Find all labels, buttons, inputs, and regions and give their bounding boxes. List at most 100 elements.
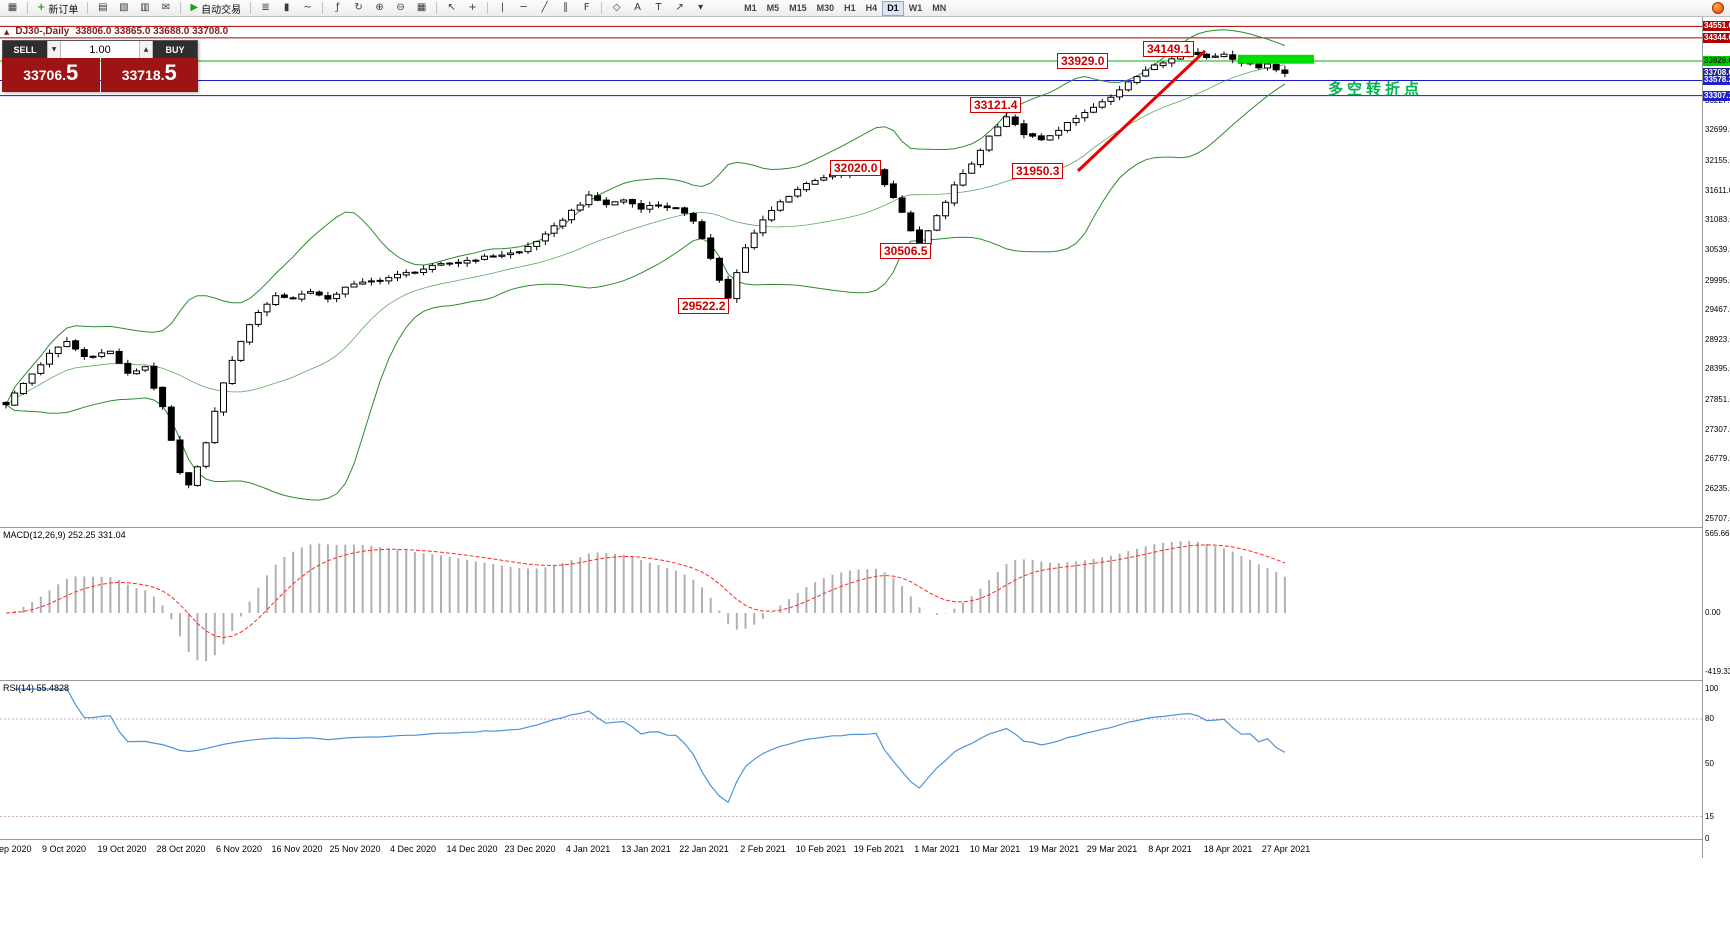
candlestick-icon[interactable]: ▮ [276, 1, 297, 16]
toolbar-separator [250, 2, 252, 14]
timeframe-h1-button[interactable]: H1 [844, 3, 856, 13]
chart-window-icon[interactable]: ▦ [2, 1, 23, 16]
timeframe-m30-button[interactable]: M30 [816, 3, 835, 13]
price-annotation: 29522.2 [678, 298, 730, 314]
price-scale-label: 26235.0 [1705, 484, 1730, 493]
time-axis-label: 10 Feb 2021 [795, 844, 847, 854]
new-order-button[interactable]: + 新订单 [32, 1, 83, 16]
time-axis[interactable]: 30 Sep 2020 9 Oct 2020 19 Oct 2020 28 Oct 2… [0, 839, 1702, 858]
zoom-out-icon: ⊖ [396, 2, 405, 13]
price-scale-label: 31083.0 [1705, 215, 1730, 224]
buy-price-button[interactable]: 33718. 5 [100, 58, 198, 92]
market-watch-icon[interactable]: ▤ [92, 1, 113, 16]
tile-windows-icon[interactable]: ▦ [411, 1, 432, 16]
timeframe-h4-button[interactable]: H4 [865, 3, 878, 13]
volume-input[interactable]: 1.00 [61, 41, 139, 58]
cursor-icon[interactable]: ↖ [441, 1, 462, 16]
navigator-icon: ▧ [119, 2, 129, 13]
main-chart-area[interactable]: ▲ DJ30-,Daily 33806.0 33865.0 33688.0 33… [0, 17, 1702, 526]
arrows-icon[interactable]: ↗ [669, 1, 690, 16]
trendline-icon[interactable]: ╱ [534, 1, 555, 16]
time-axis-label: 30 Sep 2020 [0, 844, 32, 854]
bar-chart-icon: ≣ [261, 2, 270, 13]
bar-chart-icon[interactable]: ≣ [255, 1, 276, 16]
macd-panel[interactable]: MACD(12,26,9) 252.25 331.04 [0, 527, 1702, 679]
macd-chart[interactable] [0, 528, 1702, 680]
one-click-trading-widget: SELL ▼ 1.00 ▲ BUY 33706. 5 33718. 5 [2, 40, 198, 92]
cycles-icon[interactable]: ↻ [348, 1, 369, 16]
time-axis-label: 8 Apr 2021 [1148, 844, 1192, 854]
price-annotation: 31950.3 [1012, 163, 1064, 179]
navigator-icon[interactable]: ▧ [113, 1, 134, 16]
channel-icon[interactable]: ∥ [555, 1, 576, 16]
buy-button[interactable]: BUY [153, 41, 197, 58]
macd-scale-label: 565.66 [1705, 529, 1730, 538]
label-icon: T [655, 2, 662, 13]
plus-icon: + [37, 2, 46, 13]
price-scale-label: 27307.0 [1705, 425, 1730, 434]
price-axis[interactable]: 33227.032699.032155.031611.031083.030539… [1702, 17, 1730, 858]
symbol-marker-icon: ▲ [4, 27, 10, 36]
timeframe-m15-button[interactable]: M15 [789, 3, 807, 13]
rsi-panel[interactable]: RSI(14) 55.4828 [0, 680, 1702, 839]
price-scale-label: 26779.0 [1705, 454, 1730, 463]
cycles-icon: ↻ [354, 2, 363, 13]
timeframe-toolbar: M1 M5 M15 M30 H1 H4 D1 W1 MN [739, 0, 951, 16]
volume-increase-button[interactable]: ▲ [139, 41, 153, 58]
rsi-scale-label: 50 [1705, 759, 1714, 768]
price-scale-label: 31611.0 [1705, 186, 1730, 195]
timeframe-mn-button[interactable]: MN [932, 3, 947, 13]
timeframe-w1-button[interactable]: W1 [908, 3, 923, 13]
toolbar-separator [487, 2, 489, 14]
alert-icon[interactable] [1712, 2, 1724, 14]
vertical-line-icon[interactable]: | [492, 1, 513, 16]
toolbar-separator [27, 2, 28, 14]
line-chart-icon[interactable]: ~ [297, 1, 318, 16]
price-scale-label: 32699.0 [1705, 125, 1730, 134]
crosshair-icon[interactable]: + [462, 1, 483, 16]
sell-button[interactable]: SELL [3, 41, 47, 58]
terminal-icon[interactable]: ▥ [134, 1, 155, 16]
shapes-icon[interactable]: ◇ [606, 1, 627, 16]
price-chart[interactable] [0, 17, 1702, 526]
fibonacci-icon[interactable]: F [576, 1, 597, 16]
ohlc-values: 33806.0 33865.0 33688.0 33708.0 [75, 26, 229, 37]
time-axis-label: 27 Apr 2021 [1261, 844, 1311, 854]
dropdown-icon[interactable]: ▾ [690, 1, 711, 16]
sell-price-pip: 5 [66, 60, 79, 85]
horizontal-line-icon[interactable]: ─ [513, 1, 534, 16]
shapes-icon: ◇ [612, 2, 621, 13]
timeframe-m5-button[interactable]: M5 [766, 3, 780, 13]
zoom-in-icon[interactable]: ⊕ [369, 1, 390, 16]
price-tag: 34551.0 [1703, 21, 1730, 31]
indicators-icon: ƒ [335, 2, 340, 13]
rsi-chart[interactable] [0, 681, 1702, 840]
line-chart-icon: ~ [303, 2, 312, 13]
time-axis-label: 10 Mar 2021 [969, 844, 1021, 854]
toolbar-separator [322, 2, 324, 14]
dropdown-icon: ▾ [698, 2, 704, 13]
price-annotation: 32020.0 [830, 160, 882, 176]
volume-decrease-button[interactable]: ▼ [47, 41, 61, 58]
price-tag: 33578.2 [1703, 75, 1730, 85]
price-tag: 33708.0 [1703, 68, 1730, 78]
price-annotation: 33929.0 [1057, 53, 1109, 69]
chart-window-icon: ▦ [7, 2, 18, 13]
trendline-icon: ╱ [541, 2, 548, 13]
autotrading-button[interactable]: ▶ 自动交易 [185, 1, 246, 16]
timeframe-m1-button[interactable]: M1 [744, 3, 757, 13]
price-annotation: 30506.5 [880, 243, 932, 259]
toolbar-separator [180, 2, 182, 14]
label-icon[interactable]: T [648, 1, 669, 16]
mail-icon[interactable]: ✉ [155, 1, 176, 16]
timeframe-d1-button[interactable]: D1 [882, 0, 904, 16]
macd-scale-label: 0.00 [1705, 608, 1721, 617]
text-icon[interactable]: A [627, 1, 648, 16]
rsi-scale-label: 15 [1705, 812, 1714, 821]
autotrading-label: 自动交易 [201, 4, 242, 16]
indicators-icon[interactable]: ƒ [327, 1, 348, 16]
sell-price-button[interactable]: 33706. 5 [2, 58, 100, 92]
time-axis-label: 4 Jan 2021 [565, 844, 611, 854]
zoom-out-icon[interactable]: ⊖ [390, 1, 411, 16]
tile-windows-icon: ▦ [416, 2, 427, 13]
